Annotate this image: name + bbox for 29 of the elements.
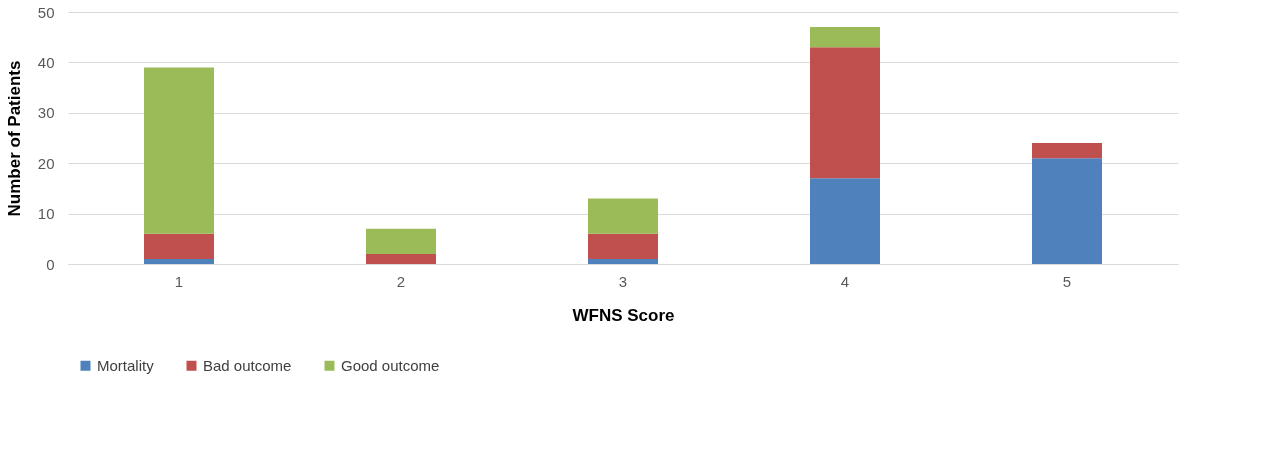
x-tick-label: 2: [396, 272, 406, 290]
legend-label: Mortality: [97, 356, 155, 374]
bar: [144, 258, 214, 264]
bar: [1032, 143, 1102, 159]
x-tick-label: 3: [618, 272, 628, 290]
bar: [810, 47, 880, 179]
y-tick-label: 40: [37, 53, 55, 71]
y-axis-title: Number of Patients: [4, 60, 24, 217]
y-tick-label: 20: [37, 154, 55, 172]
y-tick-label: 50: [37, 3, 55, 21]
bar: [810, 27, 880, 48]
bar: [144, 233, 214, 259]
y-tick-label: 30: [37, 104, 55, 122]
legend-label: Bad outcome: [203, 356, 292, 374]
bar: [366, 228, 436, 254]
bar: [366, 253, 436, 264]
legend-label: Good outcome: [341, 356, 440, 374]
x-tick-label: 4: [840, 272, 850, 290]
y-tick-label: 10: [37, 205, 55, 223]
x-tick-label: 1: [174, 272, 184, 290]
bar: [1032, 158, 1102, 264]
y-tick-label: 0: [46, 255, 55, 273]
bar: [588, 258, 658, 264]
bar: [810, 178, 880, 264]
bar: [588, 198, 658, 234]
x-axis-title: WFNS Score: [572, 305, 675, 325]
x-tick-label: 5: [1062, 272, 1072, 290]
bar: [588, 233, 658, 259]
bar: [144, 67, 214, 234]
